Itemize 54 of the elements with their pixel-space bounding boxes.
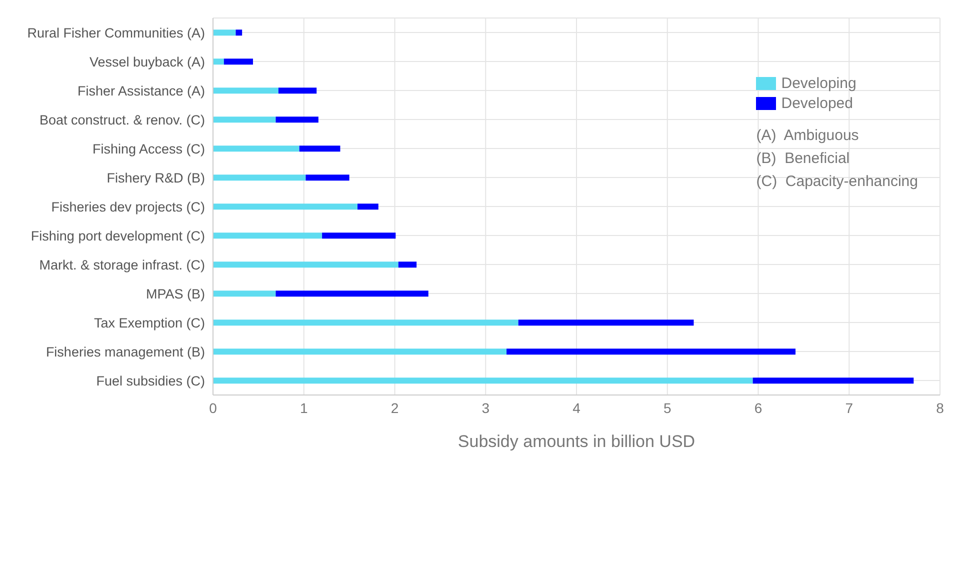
legend-label: Developing bbox=[781, 74, 856, 92]
y-tick-label: Fishery R&D (B) bbox=[106, 170, 205, 186]
y-tick-label: Tax Exemption (C) bbox=[94, 315, 205, 330]
y-tick-label: MPAS (B) bbox=[146, 286, 205, 302]
x-tick-label: 3 bbox=[482, 400, 490, 416]
bar bbox=[213, 290, 276, 297]
y-tick-label: Fisheries management (B) bbox=[46, 344, 205, 360]
bar bbox=[236, 30, 242, 36]
bar bbox=[224, 58, 253, 65]
bar bbox=[213, 378, 753, 384]
y-tick-label: Rural Fisher Communities (A) bbox=[27, 25, 205, 40]
bar bbox=[276, 290, 428, 297]
bar bbox=[752, 378, 914, 384]
bar bbox=[213, 116, 276, 123]
legend-label: Developed bbox=[781, 94, 853, 112]
bar bbox=[357, 204, 378, 210]
bar bbox=[213, 30, 236, 36]
annotation: (A) Ambiguous bbox=[756, 127, 860, 146]
annotation: (C) Capacity-enhancing bbox=[756, 173, 918, 192]
x-tick-label: 6 bbox=[754, 400, 762, 416]
bar bbox=[213, 232, 322, 239]
y-tick-label: Fisheries dev projects (C) bbox=[51, 199, 205, 214]
bar bbox=[213, 88, 278, 94]
x-tick-label: 8 bbox=[936, 400, 944, 416]
y-tick-label: Boat construct. & renov. (C) bbox=[39, 112, 205, 128]
annotation: (B) Beneficial bbox=[756, 150, 851, 169]
y-tick-label: Fishing Access (C) bbox=[92, 141, 205, 156]
bar bbox=[506, 348, 796, 355]
bar bbox=[306, 174, 350, 181]
bar bbox=[398, 262, 417, 268]
y-tick-label: Fuel subsidies (C) bbox=[96, 373, 205, 388]
bar bbox=[299, 146, 340, 152]
x-tick-label: 5 bbox=[663, 400, 672, 416]
bar bbox=[213, 262, 398, 268]
bar bbox=[278, 88, 317, 94]
x-tick-label: 7 bbox=[845, 400, 854, 416]
y-tick-label: Fishing port development (C) bbox=[30, 228, 205, 244]
x-tick-label: 4 bbox=[572, 400, 581, 416]
x-tick-label: 1 bbox=[300, 400, 308, 416]
bar bbox=[213, 320, 518, 326]
y-tick-label: Vessel buyback (A) bbox=[89, 54, 205, 70]
x-tick-label: 2 bbox=[390, 400, 399, 416]
bar bbox=[213, 174, 306, 181]
y-tick-label: Fisher Assistance (A) bbox=[77, 83, 205, 98]
bar bbox=[518, 320, 694, 326]
bar bbox=[322, 232, 396, 239]
y-tick-label: Markt. & storage infrast. (C) bbox=[39, 257, 205, 272]
bar bbox=[213, 348, 507, 355]
x-axis-title: Subsidy amounts in billion USD bbox=[458, 432, 696, 451]
bar bbox=[213, 58, 224, 65]
bar bbox=[213, 204, 358, 210]
x-tick-label: 0 bbox=[209, 400, 218, 416]
bar bbox=[213, 146, 300, 152]
bar bbox=[276, 116, 318, 123]
